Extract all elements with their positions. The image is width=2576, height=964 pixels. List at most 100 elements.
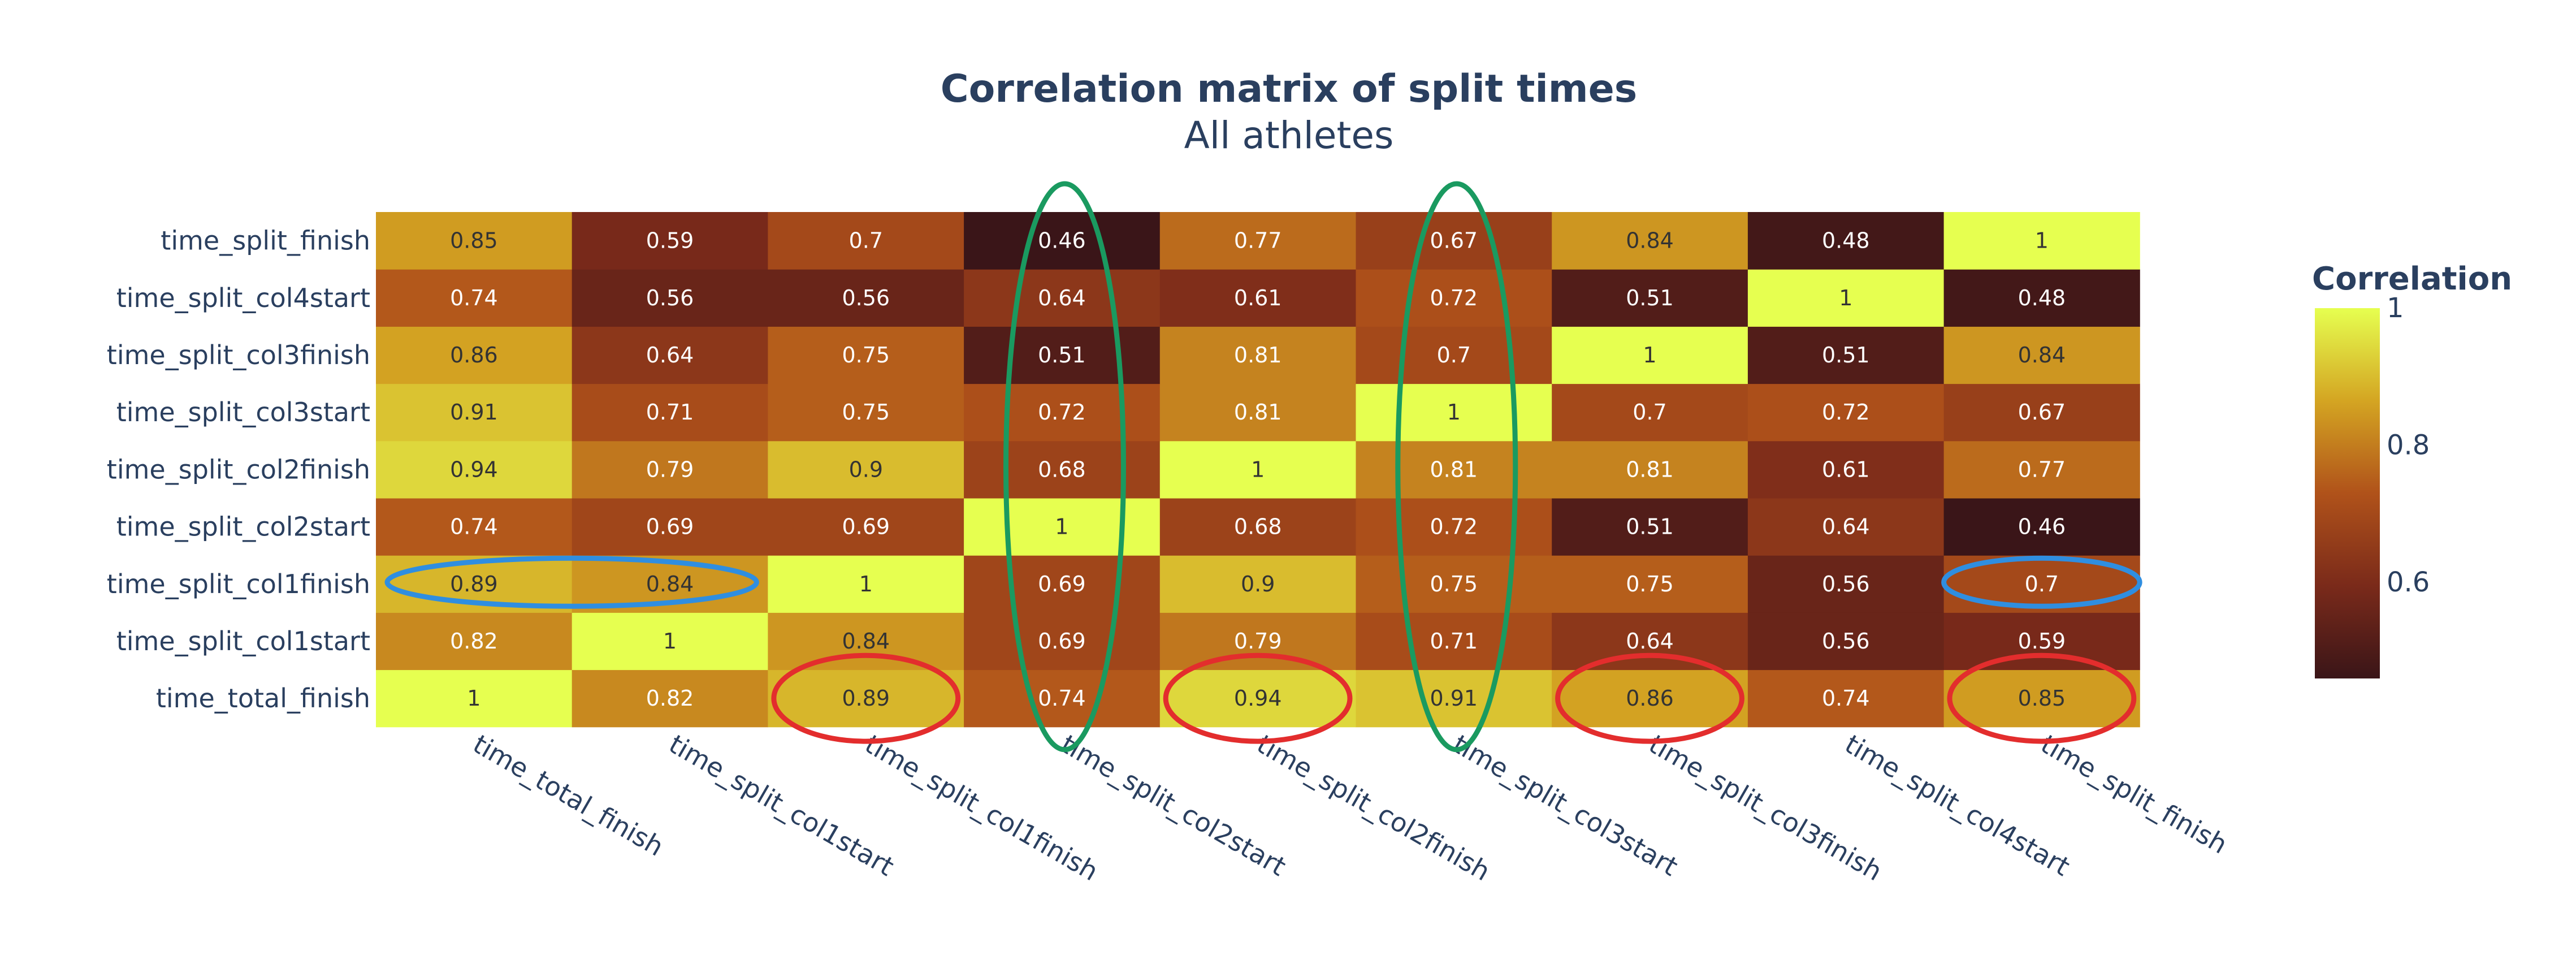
heatmap-cell [1159, 498, 1356, 556]
heatmap-cell [1552, 269, 1748, 327]
heatmap-cell [1552, 669, 1748, 728]
heatmap-cell-label: 0.69 [646, 515, 694, 539]
heatmap-cell [1356, 440, 1552, 499]
heatmap-cell [1943, 383, 2140, 442]
y-tick-label: time_split_col2finish [107, 454, 370, 485]
red-cell-ellipse [771, 652, 961, 744]
heatmap-cell [1552, 212, 1748, 270]
heatmap-cell-label: 1 [2035, 228, 2049, 253]
heatmap-cell-label: 1 [663, 629, 677, 654]
chart-subtitle: All athletes [1184, 114, 1394, 157]
heatmap-cell [1159, 440, 1356, 499]
heatmap-cell-label: 0.77 [1234, 228, 1282, 253]
heatmap-cell-label: 0.74 [450, 515, 498, 539]
heatmap-cell [1552, 612, 1748, 671]
heatmap-cell [1159, 669, 1356, 728]
heatmap-cell-label: 0.67 [2018, 400, 2066, 425]
heatmap-cell [768, 383, 964, 442]
heatmap-cell [376, 383, 573, 442]
heatmap-cell-label: 0.7 [849, 228, 883, 253]
heatmap-cell [1747, 440, 1945, 499]
heatmap-cells: 1 0.82 0.89 0.74 0.94 0.91 0.86 0.74 0.850.82 1 0.… [376, 212, 2140, 728]
heatmap-cell [768, 269, 964, 327]
heatmap-cell [1159, 326, 1356, 384]
heatmap-cell [572, 498, 768, 556]
heatmap-cell-label: 0.72 [1038, 400, 1086, 425]
heatmap-cell-label: 0.86 [450, 343, 498, 368]
heatmap-cell-label: 1 [1251, 457, 1265, 482]
heatmap-cell-label: 1 [467, 686, 480, 711]
heatmap-cell [1747, 212, 1945, 270]
heatmap-cell [964, 326, 1161, 384]
x-tick-label: time_split_finish [2036, 729, 2232, 860]
heatmap-cell-label: 0.7 [1633, 400, 1666, 425]
heatmap-cell-label: 1 [1055, 515, 1068, 539]
heatmap-cell [1943, 669, 2140, 728]
heatmap-cell-label: 0.85 [450, 228, 498, 253]
heatmap-cell [1747, 498, 1945, 556]
heatmap-cell [1747, 612, 1945, 671]
heatmap-cell [572, 212, 768, 270]
y-tick-label: time_split_col1start [116, 626, 370, 656]
y-tick-label: time_total_finish [156, 683, 370, 714]
heatmap-cell [1552, 440, 1748, 499]
heatmap-cell [376, 498, 573, 556]
heatmap-cell-label: 0.74 [1038, 686, 1086, 711]
heatmap-cell-label: 0.64 [646, 343, 694, 368]
heatmap-cell [1159, 212, 1356, 270]
heatmap-cell [376, 440, 573, 499]
heatmap-cell [1552, 498, 1748, 556]
heatmap-cell [376, 326, 573, 384]
heatmap-cell [1747, 383, 1945, 442]
heatmap-cell [964, 555, 1161, 613]
heatmap-cell [964, 612, 1161, 671]
heatmap-cell-label: 0.64 [1822, 515, 1870, 539]
heatmap-cell-label: 0.51 [1822, 343, 1870, 368]
heatmap-cell [1552, 383, 1748, 442]
heatmap-cell-label: 0.69 [842, 515, 890, 539]
heatmap-cell [376, 269, 573, 327]
green-column-ellipse [1395, 181, 1518, 753]
heatmap-cell-label: 0.89 [450, 572, 498, 596]
heatmap-cell [768, 212, 964, 270]
colorbar-title: Correlation [2312, 261, 2512, 297]
blue-cell-ellipse [1941, 555, 2142, 609]
heatmap-cell-label: 0.84 [1626, 228, 1674, 253]
heatmap-cell [1356, 612, 1552, 671]
heatmap-cell-label: 0.79 [1234, 629, 1282, 654]
heatmap-cell-label: 0.84 [646, 572, 694, 596]
heatmap-cell-label: 0.81 [1626, 457, 1674, 482]
heatmap-cell [1943, 269, 2140, 327]
heatmap-cell-label: 0.64 [1038, 286, 1086, 310]
y-tick-label: time_split_col1finish [107, 569, 370, 599]
red-cell-ellipse [1947, 652, 2137, 744]
heatmap-cell-label: 0.7 [1437, 343, 1471, 368]
heatmap-cell [1747, 555, 1945, 613]
heatmap-cell [768, 612, 964, 671]
heatmap-cell-label: 0.91 [1430, 686, 1478, 711]
heatmap-cell-label: 0.48 [2018, 286, 2066, 310]
heatmap-cell [1943, 498, 2140, 556]
heatmap-cell [1356, 212, 1552, 270]
heatmap-cell [768, 440, 964, 499]
y-tick-label: time_split_finish [161, 226, 370, 256]
heatmap-cell-label: 0.56 [646, 286, 694, 310]
heatmap-cell-label: 0.9 [849, 457, 883, 482]
y-tick-label: time_split_col3finish [107, 340, 370, 370]
heatmap-cell-label: 0.69 [1038, 629, 1086, 654]
heatmap-cell-label: 0.69 [1038, 572, 1086, 596]
heatmap-cell [964, 383, 1161, 442]
heatmap-cell [1747, 669, 1945, 728]
colorbar-tick-label: 0.6 [2387, 567, 2430, 598]
heatmap-cell-label: 0.72 [1430, 286, 1478, 310]
chart-title: Correlation matrix of split times [941, 67, 1637, 111]
heatmap-cell [1159, 383, 1356, 442]
heatmap-cell-label: 0.79 [646, 457, 694, 482]
y-tick-label: time_split_col3start [116, 397, 370, 427]
heatmap-cell-label: 0.56 [842, 286, 890, 310]
heatmap-cell [768, 555, 964, 613]
y-tick-label: time_split_col2start [116, 512, 370, 542]
heatmap-cell [1159, 269, 1356, 327]
heatmap-cell [572, 383, 768, 442]
heatmap-cell-label: 0.91 [450, 400, 498, 425]
